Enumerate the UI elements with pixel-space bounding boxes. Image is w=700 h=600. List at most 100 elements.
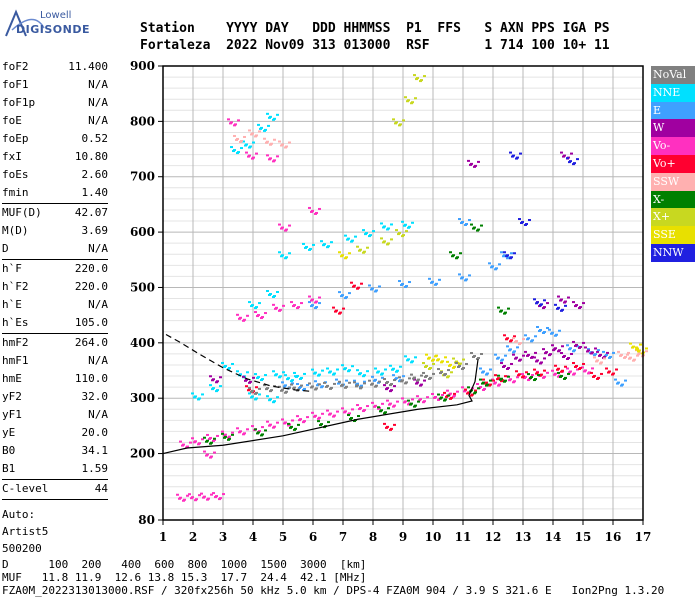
echo-point	[530, 340, 533, 343]
footer-distance-row-cell: 400	[101, 558, 142, 571]
echo-point	[326, 367, 329, 370]
echo-point	[477, 387, 480, 390]
echo-point	[383, 412, 386, 415]
echo-point	[377, 406, 380, 409]
echo-point	[239, 140, 242, 143]
echo-point	[348, 252, 351, 255]
echo-point	[247, 155, 250, 158]
echo-point	[292, 305, 295, 308]
echo-point	[602, 350, 605, 353]
echo-point	[578, 307, 581, 310]
echo-point	[590, 371, 593, 374]
echo-point	[497, 374, 500, 377]
header-labels-cell: FFS	[437, 21, 485, 36]
echo-point	[536, 325, 539, 328]
echo-point	[430, 281, 433, 284]
echo-point	[288, 224, 291, 227]
echo-point	[296, 415, 299, 418]
echo-point	[248, 301, 251, 304]
echo-point	[293, 371, 296, 374]
x-tick-label: 11	[455, 530, 472, 544]
echo-point	[227, 436, 230, 439]
echo-point	[287, 422, 290, 425]
echo-point	[557, 350, 560, 353]
echo-point	[414, 356, 417, 359]
echo-point	[370, 288, 373, 291]
echo-point	[456, 390, 459, 393]
echo-point	[587, 372, 590, 375]
echo-point	[560, 151, 563, 154]
echo-point	[370, 383, 373, 386]
echo-point	[248, 129, 251, 132]
echo-point	[509, 257, 512, 260]
param-value: 20.0	[81, 426, 109, 439]
polarization-legend: NoVal NNE E W Vo- Vo+ SSW X- X+ SSE NNW	[651, 66, 695, 262]
echo-point	[280, 144, 283, 147]
echo-point	[639, 343, 642, 346]
header-values-cell: 10+	[562, 38, 594, 53]
echo-point	[477, 160, 480, 163]
echo-point	[343, 411, 346, 414]
echo-point	[449, 397, 452, 400]
echo-point	[332, 373, 335, 376]
echo-point	[572, 373, 575, 376]
echo-point	[562, 155, 565, 158]
echo-point	[404, 382, 407, 385]
echo-point	[255, 386, 258, 389]
echo-point	[535, 302, 538, 305]
echo-point	[578, 367, 581, 370]
echo-point	[391, 368, 394, 371]
footer-distance-row: D 100 200 400 600 800 1000 1500 3000 [km…	[2, 558, 664, 571]
echo-point	[280, 255, 283, 258]
footer-muf-row-cell: 42.1	[286, 571, 327, 584]
param-value: N/A	[88, 96, 108, 109]
echo-point	[268, 158, 271, 161]
echo-point	[222, 493, 225, 496]
echo-point	[221, 361, 224, 364]
echo-point	[404, 96, 407, 99]
echo-point	[635, 346, 638, 349]
echo-point	[401, 220, 404, 223]
echo-point	[469, 163, 472, 166]
echo-point	[570, 152, 573, 155]
echo-point	[603, 357, 606, 360]
footer-distance-row-cell: 100	[28, 558, 69, 571]
echo-point	[297, 423, 300, 426]
echo-point	[443, 399, 446, 402]
echo-point	[276, 291, 279, 293]
echo-point	[512, 353, 515, 356]
x-tick-label: 14	[545, 530, 562, 544]
echo-point	[298, 387, 301, 390]
echo-point	[462, 358, 465, 361]
trace-nne	[191, 112, 417, 404]
header-values-cell: 2022 Nov09	[226, 38, 313, 53]
echo-point	[582, 362, 585, 365]
trace-noval	[248, 352, 483, 395]
echo-point	[176, 493, 179, 496]
echo-point	[242, 433, 245, 436]
header-labels-cell: YYYY DAY	[226, 21, 313, 36]
param-divider	[2, 333, 108, 334]
echo-point	[587, 348, 590, 351]
echo-point	[426, 396, 429, 399]
echo-point	[272, 160, 275, 163]
echo-point	[402, 119, 405, 122]
param-value: 220.0	[74, 262, 108, 275]
echo-point	[191, 392, 194, 395]
param-key: h`Es	[2, 316, 29, 329]
echo-point	[286, 378, 289, 381]
echo-point	[318, 296, 321, 299]
echo-point	[452, 366, 455, 369]
echo-point	[272, 296, 275, 298]
echo-point	[600, 372, 603, 375]
echo-point	[326, 409, 329, 412]
param-row: foF1p N/A	[2, 94, 108, 112]
echo-point	[425, 353, 428, 356]
echo-point	[422, 371, 425, 374]
echo-point	[513, 335, 516, 338]
echo-point	[306, 384, 309, 387]
param-value: 264.0	[74, 336, 108, 349]
echo-point	[243, 135, 246, 138]
param-key: yE	[2, 426, 16, 439]
echo-point	[209, 456, 212, 459]
